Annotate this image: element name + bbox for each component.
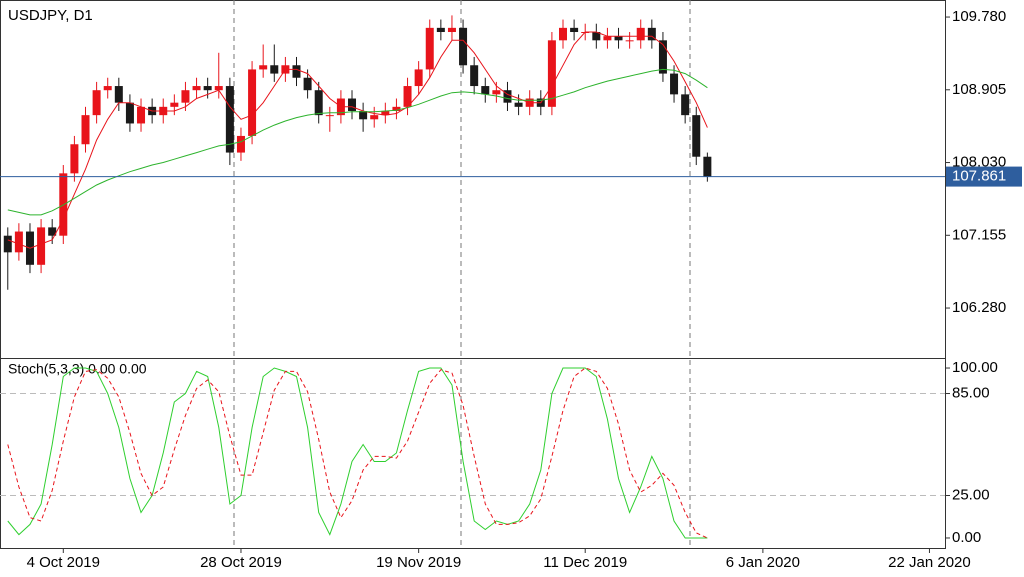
candle-body: [3, 235, 12, 253]
candle-body: [481, 86, 490, 95]
candle-body: [359, 110, 368, 120]
candle-body: [270, 65, 279, 74]
candle-body: [470, 65, 479, 87]
candle-body: [214, 86, 223, 91]
candle-body: [37, 227, 46, 265]
candle-body: [314, 90, 323, 116]
candle-body: [325, 115, 334, 117]
candle-body: [647, 27, 656, 41]
candle-body: [114, 86, 123, 103]
y-tick-label: 25.00: [952, 486, 990, 503]
candle-body: [559, 27, 568, 41]
last-price-box: [946, 166, 1022, 187]
candle-body: [692, 115, 701, 157]
candle-body: [370, 115, 379, 120]
indicator-title: Stoch(5,3,3) 0.00 0.00: [8, 361, 147, 377]
candle-body: [447, 27, 456, 33]
y-tick-label: 0.00: [952, 529, 981, 546]
candle-body: [570, 27, 579, 33]
x-tick-label: 22 Jan 2020: [888, 554, 971, 571]
candle-body: [348, 98, 357, 111]
candle-body: [658, 40, 667, 74]
y-tick-label: 108.030: [952, 154, 1006, 171]
x-tick-label: 19 Nov 2019: [376, 554, 461, 571]
x-tick-label: 6 Jan 2020: [726, 554, 800, 571]
x-tick-label: 4 Oct 2019: [27, 554, 100, 571]
stochastic-line: [7, 367, 708, 539]
candle-body: [14, 231, 23, 253]
candle-body: [203, 86, 212, 91]
y-tick-label: 108.905: [952, 81, 1006, 98]
candle-body: [514, 102, 523, 107]
candle-body: [181, 90, 190, 103]
candle-body: [192, 86, 201, 91]
candle-body: [592, 32, 601, 41]
candle-body: [414, 69, 423, 87]
y-tick-label: 100.00: [952, 359, 998, 376]
y-tick-label: 106.280: [952, 299, 1006, 316]
candle-body: [381, 110, 390, 116]
stochastic-line: [7, 367, 708, 539]
y-tick-label: 107.155: [952, 226, 1006, 243]
candle-body: [248, 69, 257, 136]
candle-body: [259, 65, 268, 70]
candle-body: [225, 86, 234, 153]
candle-body: [48, 227, 57, 236]
chart-frame: [0, 0, 946, 549]
candle-body: [392, 106, 401, 111]
last-price-label: 107.861: [952, 168, 1006, 185]
candle-body: [492, 90, 501, 95]
candle-body: [292, 65, 301, 78]
candle-body: [603, 36, 612, 41]
candle-body: [303, 77, 312, 91]
candle-body: [403, 86, 412, 107]
candle-body: [681, 94, 690, 116]
candle-body: [459, 27, 468, 66]
period-separators: [233, 0, 691, 548]
candle-body: [670, 73, 679, 95]
x-tick-label: 28 Oct 2019: [200, 554, 282, 571]
candle-body: [703, 156, 712, 177]
candle-body: [636, 27, 645, 41]
candle-body: [625, 40, 634, 42]
candle-body: [547, 40, 556, 107]
candle-body: [125, 102, 134, 124]
candle-body: [236, 135, 245, 153]
y-tick-label: 85.00: [952, 384, 990, 401]
symbol-title: USDJPY, D1: [8, 7, 93, 24]
candle-body: [614, 36, 623, 41]
x-tick-label: 11 Dec 2019: [543, 554, 627, 571]
candle-body: [92, 90, 101, 116]
candle-body: [503, 90, 512, 103]
candle-body: [137, 106, 146, 124]
candle-body: [70, 144, 79, 174]
candle-body: [170, 102, 179, 107]
candle-body: [436, 27, 445, 33]
moving-average: [7, 31, 708, 249]
y-tick-label: 109.780: [952, 8, 1006, 25]
candle-body: [81, 115, 90, 145]
moving-average: [7, 68, 708, 216]
candle-body: [103, 86, 112, 91]
candle-body: [425, 27, 434, 70]
